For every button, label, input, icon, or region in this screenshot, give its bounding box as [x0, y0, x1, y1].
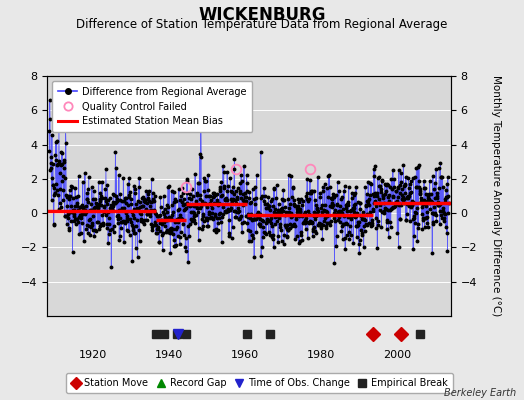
Text: Berkeley Earth: Berkeley Earth [444, 388, 516, 398]
Legend: Station Move, Record Gap, Time of Obs. Change, Empirical Break: Station Move, Record Gap, Time of Obs. C… [66, 373, 453, 393]
Y-axis label: Monthly Temperature Anomaly Difference (°C): Monthly Temperature Anomaly Difference (… [491, 75, 501, 317]
Text: 1980: 1980 [307, 350, 335, 360]
Text: 1960: 1960 [231, 350, 259, 360]
Text: 2000: 2000 [383, 350, 411, 360]
Text: 1940: 1940 [155, 350, 183, 360]
Legend: Difference from Regional Average, Quality Control Failed, Estimated Station Mean: Difference from Regional Average, Qualit… [52, 81, 253, 132]
Text: Difference of Station Temperature Data from Regional Average: Difference of Station Temperature Data f… [77, 18, 447, 31]
Text: WICKENBURG: WICKENBURG [198, 6, 326, 24]
Text: 1920: 1920 [79, 350, 107, 360]
